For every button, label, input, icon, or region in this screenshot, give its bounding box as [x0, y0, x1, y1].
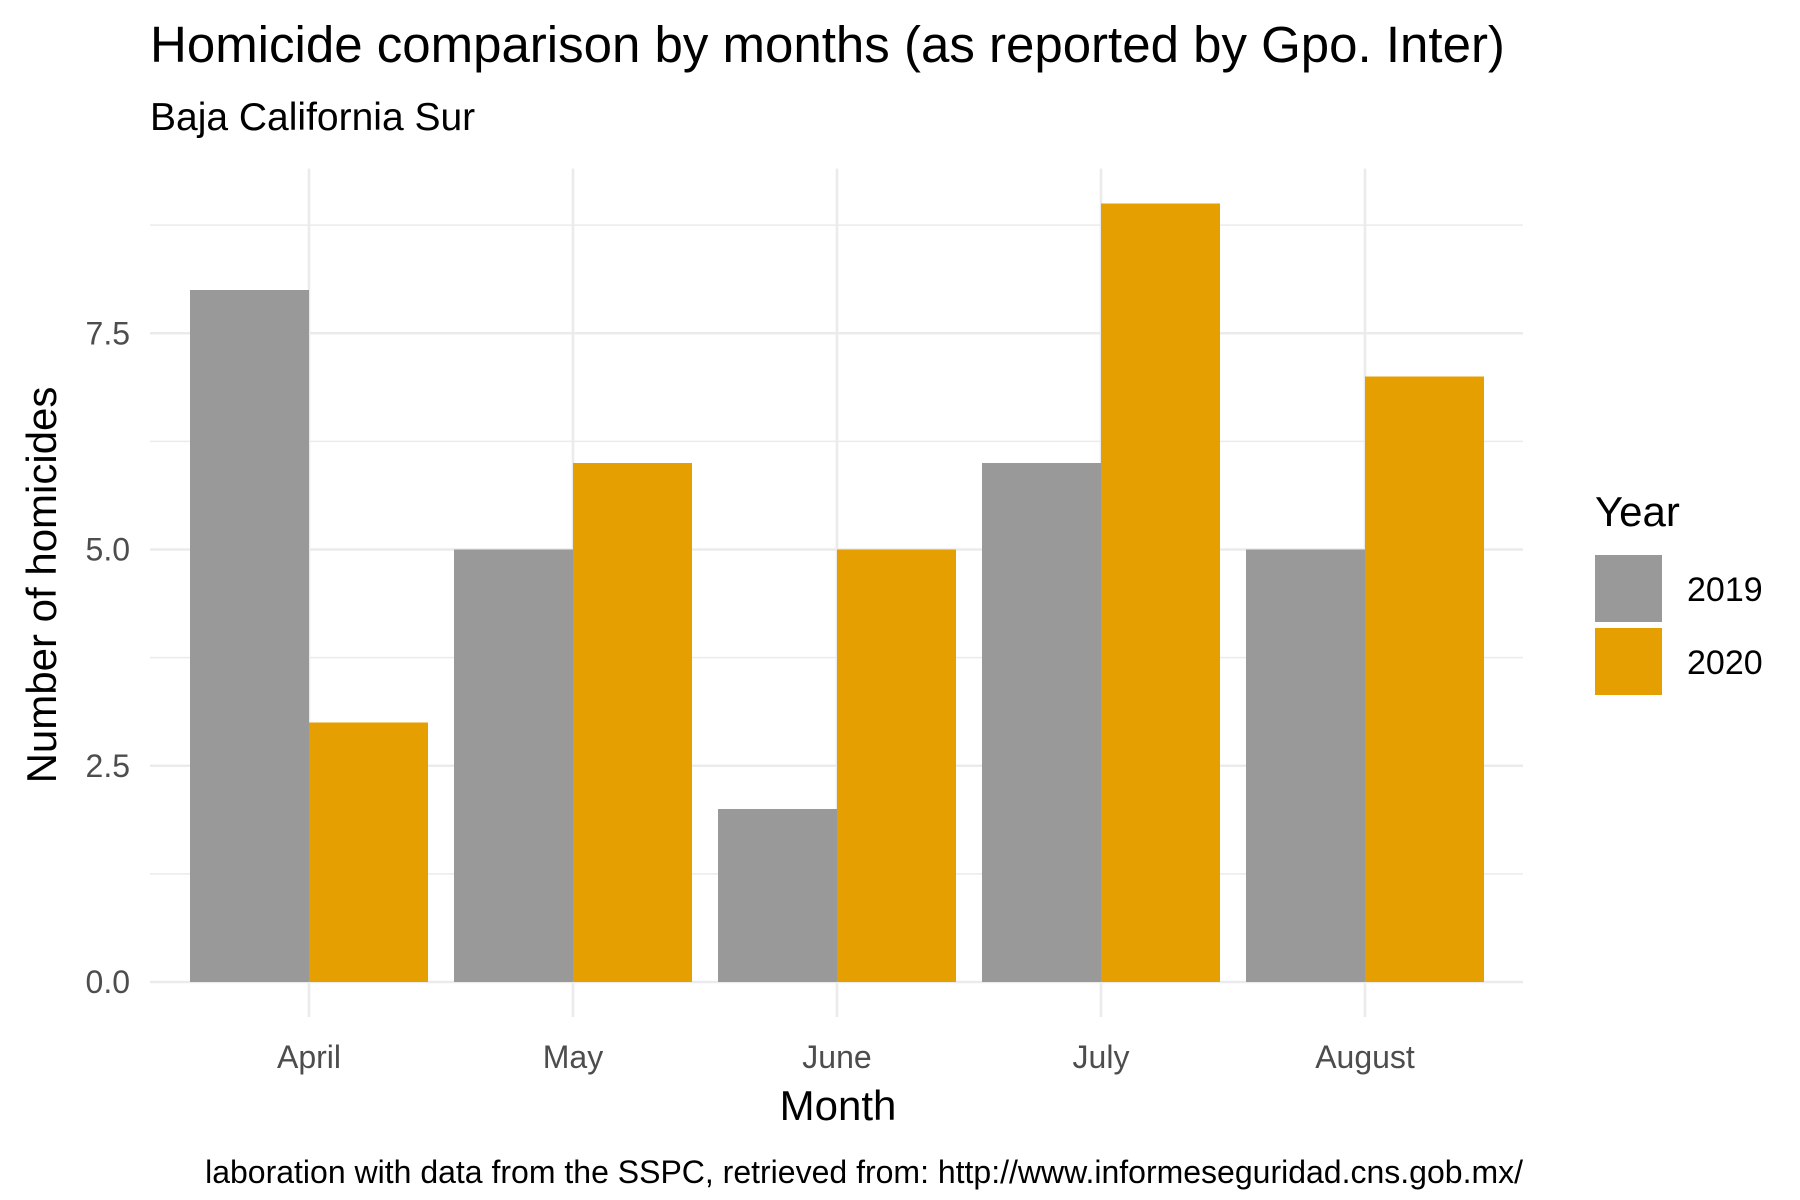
bar-2019-april [190, 290, 309, 982]
y-axis-title: Number of homicides [18, 387, 65, 784]
legend-label-2020: 2020 [1687, 644, 1763, 682]
x-tick-label: August [1315, 1039, 1415, 1075]
legend: Year 2019 2020 [1595, 488, 1763, 695]
bar-2020-august [1365, 376, 1484, 982]
chart-title: Homicide comparison by months (as report… [150, 16, 1505, 73]
bar-2019-june [718, 809, 837, 982]
bar-2019-may [454, 549, 573, 982]
bar-2020-july [1101, 203, 1220, 982]
legend-label-2019: 2019 [1687, 571, 1763, 609]
y-tick-label: 7.5 [86, 315, 130, 351]
y-tick-label: 2.5 [86, 748, 130, 784]
x-axis-ticks: April May June July August [277, 1039, 1415, 1075]
bar-2020-may [573, 463, 692, 982]
y-axis-ticks: 0.0 2.5 5.0 7.5 [86, 315, 130, 1000]
legend-items: 2019 2020 [1595, 555, 1763, 695]
bar-2019-august [1246, 549, 1365, 982]
x-axis-title: Month [780, 1082, 897, 1129]
legend-key-2020 [1595, 628, 1662, 695]
chart-caption: laboration with data from the SSPC, retr… [205, 1154, 1523, 1190]
legend-key-2019 [1595, 555, 1662, 622]
legend-title: Year [1595, 488, 1680, 535]
y-tick-label: 0.0 [86, 964, 130, 1000]
bar-2019-july [982, 463, 1101, 982]
x-tick-label: April [277, 1039, 341, 1075]
bar-2020-april [309, 722, 428, 982]
plot-bars [190, 203, 1484, 982]
x-tick-label: June [802, 1039, 871, 1075]
chart-subtitle: Baja California Sur [150, 96, 475, 139]
y-tick-label: 5.0 [86, 532, 130, 568]
x-tick-label: May [543, 1039, 603, 1075]
bar-2020-june [837, 549, 956, 982]
x-tick-label: July [1073, 1039, 1130, 1075]
